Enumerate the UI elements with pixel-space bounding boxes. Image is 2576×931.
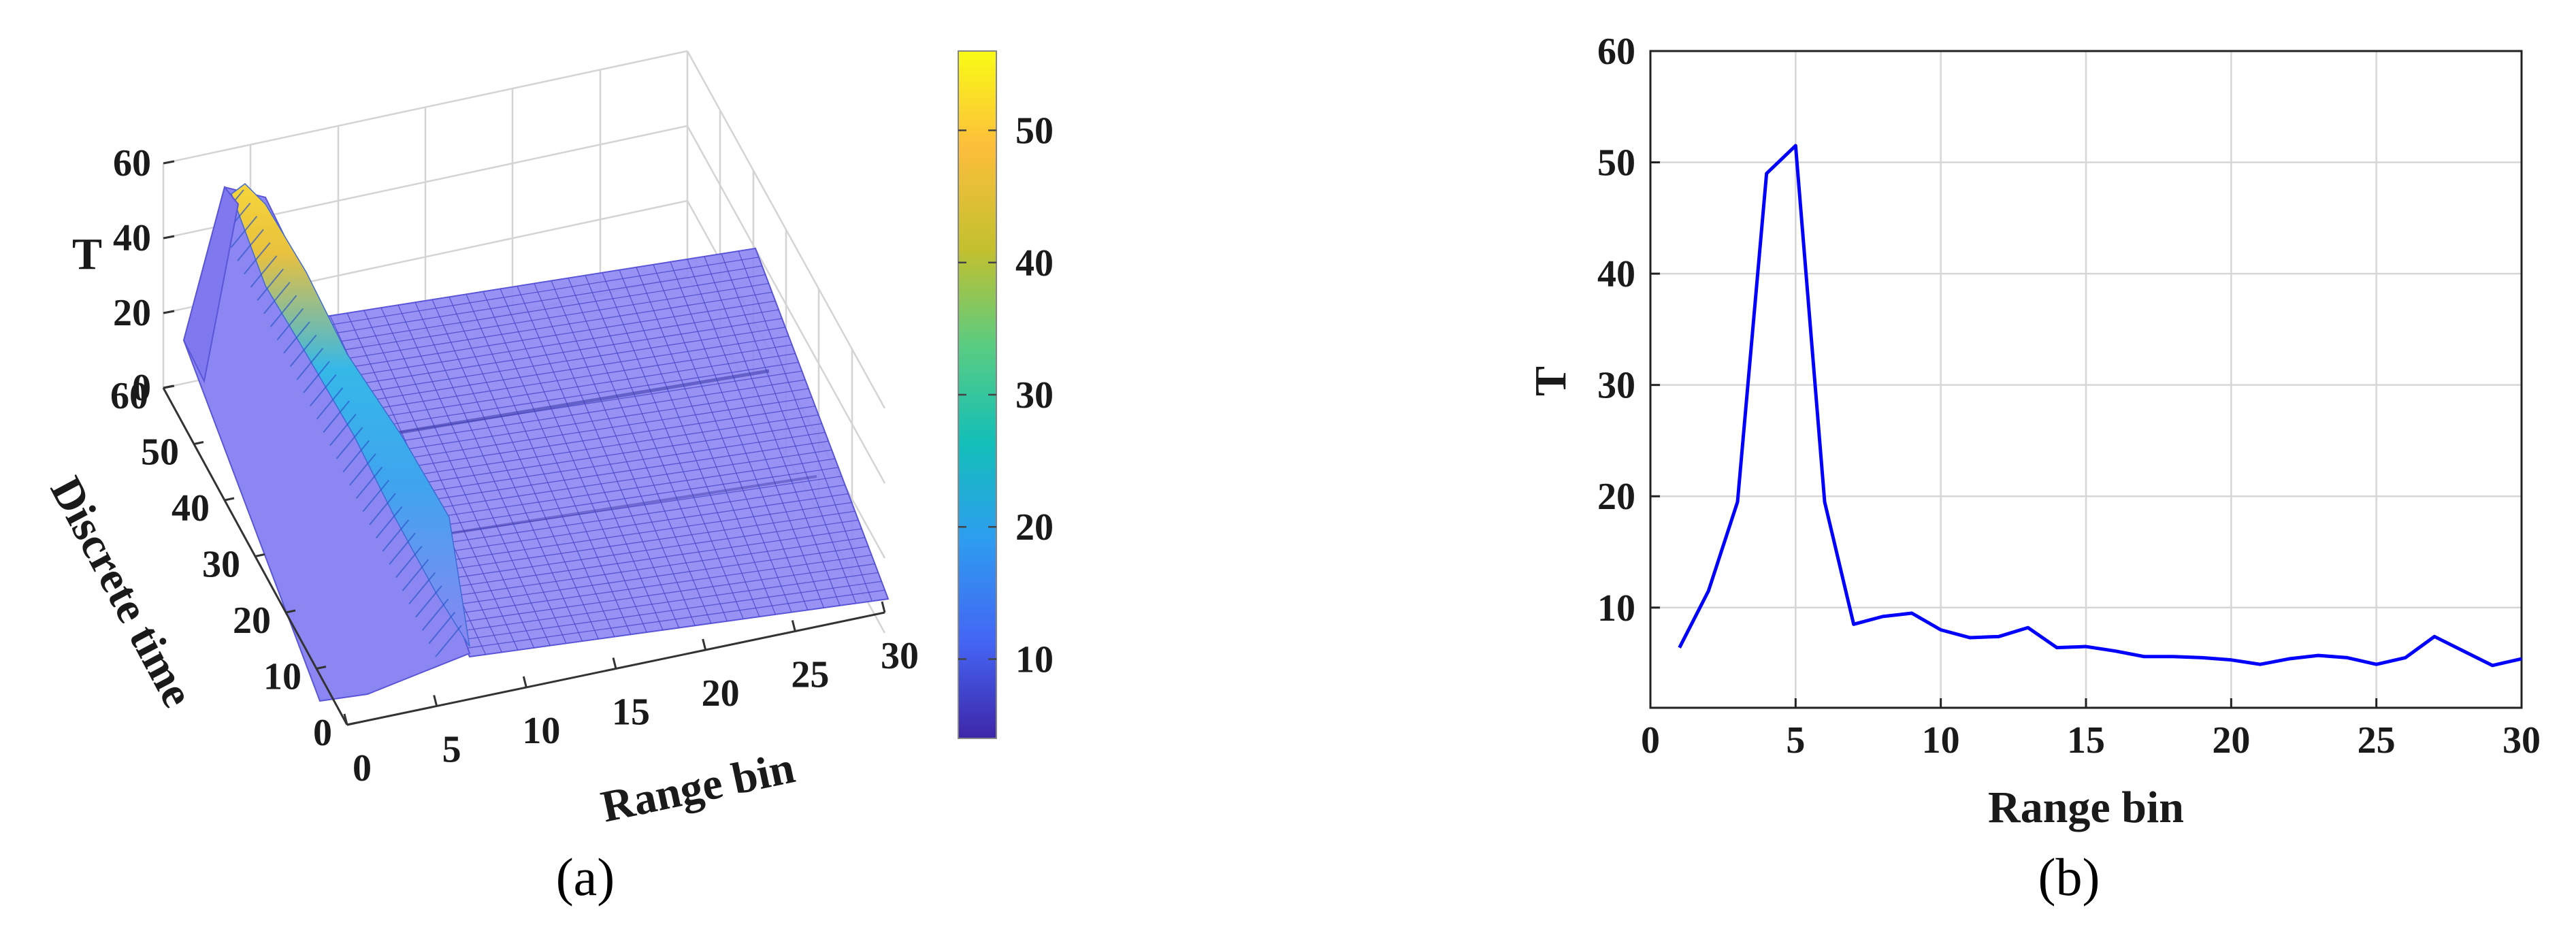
y-tick-label: 10 [263,656,301,698]
y-axis: 10 20 30 40 50 60 [1597,31,1660,630]
colorbar-tick-label: 40 [1015,242,1054,284]
x-tick-label: 0 [1641,719,1660,762]
panel-b-caption: (b) [2038,847,2100,906]
y-tick-label: 60 [110,375,148,417]
z-tick-label: 40 [113,217,151,259]
colorbar-tick-label: 20 [1015,506,1054,549]
x-tick-label: 10 [1922,719,1960,762]
x-tick-label: 10 [522,710,560,752]
y-tick-label: 20 [1597,476,1635,518]
x-tick-label: 0 [353,747,372,789]
x-tick-label: 15 [612,691,650,734]
y-tick-label: 0 [313,712,332,754]
y-tick-label: 60 [1597,31,1635,73]
z-axis: 0 20 40 60 [113,142,175,409]
y-tick-label: 30 [202,544,240,586]
x-tick-label: 30 [2502,719,2541,762]
y-tick-label: 50 [141,431,179,474]
y-tick-label: 50 [1597,142,1635,184]
y-tick-label: 10 [1597,587,1635,630]
x-tick-label: 20 [702,672,740,715]
surface-ridge [182,183,471,702]
z-tick-label: 60 [113,142,151,184]
series-line [1678,144,2522,668]
x-axis-label: Range bin [597,742,799,832]
grid [1650,51,2522,708]
x-tick-label: 15 [2067,719,2105,762]
x-tick-label: 5 [1786,719,1805,762]
line-chart-panel: 0 5 10 15 20 25 30 10 20 30 40 50 60 Range bin T (b… [1526,31,2541,906]
x-tick-label: 30 [881,635,919,677]
y-tick-label: 40 [172,487,210,529]
colorbar-tick-label: 10 [1015,638,1054,681]
y-tick-label: 30 [1597,365,1635,407]
x-axis: 0 5 10 15 20 25 30 [343,601,919,789]
z-tick-label: 0 [132,367,151,409]
x-tick-label: 25 [2358,719,2396,762]
y-axis: 0 10 20 30 40 50 60 [110,375,357,754]
panel-a-caption: (a) [556,847,615,906]
z-tick-label: 20 [113,292,151,334]
colorbar-tick-label: 50 [1015,110,1054,152]
colorbar-tick-label: 30 [1015,374,1054,416]
y-tick-label: 20 [233,600,271,642]
x-tick-label: 25 [791,654,829,696]
y-axis-label: T [1526,366,1576,396]
x-tick-label: 5 [442,729,461,771]
x-axis: 0 5 10 15 20 25 30 [1641,698,2541,762]
x-axis-label: Range bin [1988,783,2184,832]
x-tick-label: 20 [2212,719,2250,762]
z-axis-label: T [72,229,102,279]
y-tick-label: 40 [1597,253,1635,295]
colorbar: 10 20 30 40 50 [958,50,1054,739]
